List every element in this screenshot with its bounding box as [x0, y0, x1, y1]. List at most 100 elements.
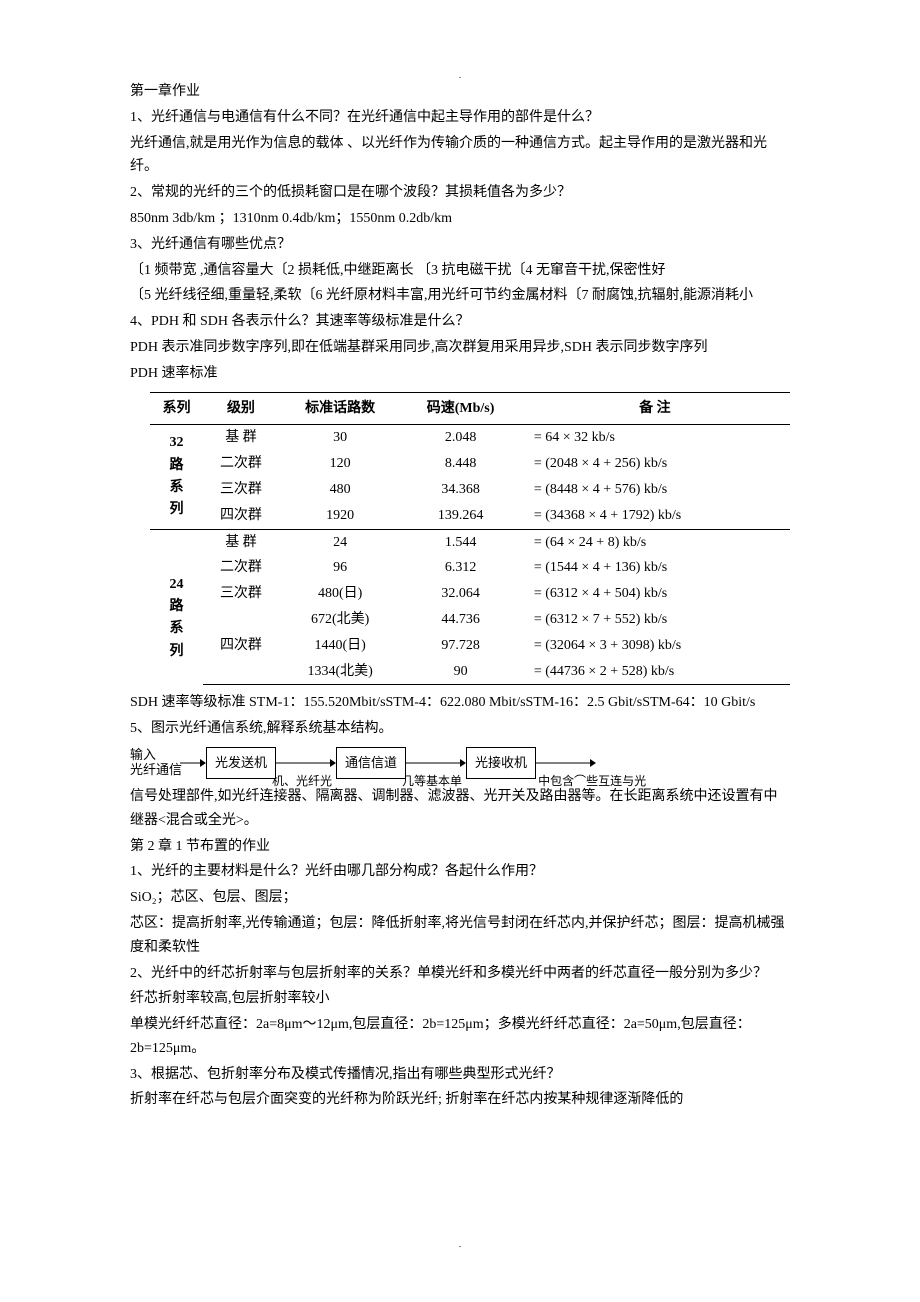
flow-input-label: 输入 光纤通信 — [130, 748, 182, 778]
cell: 90 — [401, 659, 520, 685]
cell — [203, 659, 279, 685]
s2-q1: 1、光纤的主要材料是什么？光纤由哪几部分构成？各起什么作用？ — [130, 860, 790, 884]
q2: 2、常规的光纤的三个的低损耗窗口是在哪个波段？其损耗值各为多少？ — [130, 181, 790, 205]
cell: = (6312 × 4 + 504) kb/s — [520, 581, 790, 607]
table-row: 四次群 1440(日) 97.728 = (32064 × 3 + 3098) … — [150, 633, 790, 659]
arrow-icon: 几等基本单 — [406, 753, 466, 773]
cell: 二次群 — [203, 555, 279, 581]
cell: = (2048 × 4 + 256) kb/s — [520, 451, 790, 477]
cell: = (6312 × 7 + 552) kb/s — [520, 607, 790, 633]
a1: 光纤通信,就是用光作为信息的载体 、以光纤作为传输介质的一种通信方式。起主导作用… — [130, 132, 790, 180]
cell: 二次群 — [203, 451, 279, 477]
cell: 1920 — [279, 503, 401, 529]
cell: 8.448 — [401, 451, 520, 477]
cell: 34.368 — [401, 477, 520, 503]
cell: 三次群 — [203, 477, 279, 503]
s2-a1a: SiO₂；芯区、包层、图层； — [130, 886, 790, 910]
table-header-row: 系列 级别 标准话路数 码速(Mb/s) 备 注 — [150, 392, 790, 425]
footer-dot: . — [0, 1237, 920, 1252]
arrow-icon: 机、光纤光 — [276, 753, 336, 773]
page: . . { "sec1": { "heading": "第一章作业", "q1"… — [0, 0, 920, 1302]
cell: 1440(日) — [279, 633, 401, 659]
a3b: 〔5 光纤线径细,重量轻,柔软〔6 光纤原材料丰富,用光纤可节约金属材料〔7 耐… — [130, 284, 790, 308]
cell: = 64 × 32 kb/s — [520, 425, 790, 451]
flow-box-rx: 光接收机 — [466, 747, 536, 779]
flow-under-1: 机、光纤光 — [272, 771, 332, 791]
s2-a2b: 单模光纤纤芯直径：2a=8μm～12μm,包层直径：2b=125μm；多模光纤纤… — [130, 1013, 790, 1061]
cell: = (32064 × 3 + 3098) kb/s — [520, 633, 790, 659]
arrow-svg — [404, 757, 466, 769]
cell: 32.064 — [401, 581, 520, 607]
cell: = (1544 × 4 + 136) kb/s — [520, 555, 790, 581]
header-dot: . — [0, 68, 920, 83]
flow-box-channel: 通信信道 — [336, 747, 406, 779]
cell: 6.312 — [401, 555, 520, 581]
arrow-svg — [180, 757, 206, 769]
th-level: 级别 — [203, 392, 279, 425]
cell: = (8448 × 4 + 576) kb/s — [520, 477, 790, 503]
cell: 96 — [279, 555, 401, 581]
table-row: 二次群 96 6.312 = (1544 × 4 + 136) kb/s — [150, 555, 790, 581]
cell: 44.736 — [401, 607, 520, 633]
th-channels: 标准话路数 — [279, 392, 401, 425]
s2-a3: 折射率在纤芯与包层介面突变的光纤称为阶跃光纤; 折射率在纤芯内按某种规律逐渐降低… — [130, 1088, 790, 1112]
section1-heading: 第一章作业 — [130, 80, 790, 104]
arrow-svg — [534, 757, 596, 769]
cell: 三次群 — [203, 581, 279, 607]
cell: 1334(北美) — [279, 659, 401, 685]
cell: 四次群 — [203, 503, 279, 529]
flow-diagram: 输入 光纤通信 光发送机 机、光纤光 通信信道 几等基本单 光接收机 中包含⌒些… — [130, 745, 790, 781]
cell: 2.048 — [401, 425, 520, 451]
cell: 120 — [279, 451, 401, 477]
sdh-rates: SDH 速率等级标准 STM-1：155.520Mbit/sSTM-4：622.… — [130, 691, 790, 715]
a4a: PDH 表示准同步数字序列,即在低端基群采用同步,高次群复用采用异步,SDH 表… — [130, 336, 790, 360]
pdh-table: 系列 级别 标准话路数 码速(Mb/s) 备 注 32路系列 基 群 30 2.… — [150, 392, 790, 686]
cell: 基 群 — [203, 425, 279, 451]
cell: 97.728 — [401, 633, 520, 659]
arrow-svg — [274, 757, 336, 769]
table-row: 672(北美) 44.736 = (6312 × 7 + 552) kb/s — [150, 607, 790, 633]
arrow-icon: 中包含⌒些互连与光 — [536, 753, 626, 773]
table-row: 四次群 1920 139.264 = (34368 × 4 + 1792) kb… — [150, 503, 790, 529]
table-row: 32路系列 基 群 30 2.048 = 64 × 32 kb/s — [150, 425, 790, 451]
s2-q3: 3、根据芯、包折射率分布及模式传播情况,指出有哪些典型形式光纤？ — [130, 1063, 790, 1087]
series-32: 32路系列 — [150, 425, 203, 529]
cell: 1.544 — [401, 529, 520, 555]
q4: 4、PDH 和 SDH 各表示什么？其速率等级标准是什么？ — [130, 310, 790, 334]
cell: 30 — [279, 425, 401, 451]
th-remark: 备 注 — [520, 392, 790, 425]
section2-heading: 第 2 章 1 节布置的作业 — [130, 835, 790, 859]
q1: 1、光纤通信与电通信有什么不同？在光纤通信中起主导作用的部件是什么？ — [130, 106, 790, 130]
cell: 四次群 — [203, 633, 279, 659]
q5: 5、图示光纤通信系统,解释系统基本结构。 — [130, 717, 790, 741]
table-row: 1334(北美) 90 = (44736 × 2 + 528) kb/s — [150, 659, 790, 685]
flow-under-2: 几等基本单 — [402, 771, 462, 791]
after-flow-text: 信号处理部件,如光纤连接器、隔离器、调制器、滤波器、光开关及路由器等。在长距离系… — [130, 785, 790, 833]
th-series: 系列 — [150, 392, 203, 425]
q3: 3、光纤通信有哪些优点？ — [130, 233, 790, 257]
cell: 139.264 — [401, 503, 520, 529]
a2: 850nm 3db/km ；1310nm 0.4db/km；1550nm 0.2… — [130, 207, 790, 231]
cell: 24 — [279, 529, 401, 555]
a3a: 〔1 频带宽 ,通信容量大〔2 损耗低,中继距离长 〔3 抗电磁干扰〔4 无窜音… — [130, 259, 790, 283]
series-24: 24路系列 — [150, 529, 203, 685]
cell: 672(北美) — [279, 607, 401, 633]
cell: = (44736 × 2 + 528) kb/s — [520, 659, 790, 685]
flow-under-3: 中包含⌒些互连与光 — [538, 771, 646, 791]
flow-input-top: 输入 — [130, 748, 182, 763]
cell: = (34368 × 4 + 1792) kb/s — [520, 503, 790, 529]
table-row: 三次群 480 34.368 = (8448 × 4 + 576) kb/s — [150, 477, 790, 503]
s2-a1b: 芯区：提高折射率,光传输通道；包层：降低折射率,将光信号封闭在纤芯内,并保护纤芯… — [130, 912, 790, 960]
cell: 480 — [279, 477, 401, 503]
flow-input-bot: 光纤通信 — [130, 763, 182, 778]
cell: = (64 × 24 + 8) kb/s — [520, 529, 790, 555]
th-rate: 码速(Mb/s) — [401, 392, 520, 425]
flow-box-tx: 光发送机 — [206, 747, 276, 779]
cell: 基 群 — [203, 529, 279, 555]
arrow-icon — [182, 753, 206, 773]
table-row: 二次群 120 8.448 = (2048 × 4 + 256) kb/s — [150, 451, 790, 477]
table-row: 三次群 480(日) 32.064 = (6312 × 4 + 504) kb/… — [150, 581, 790, 607]
cell — [203, 607, 279, 633]
s2-a2a: 纤芯折射率较高,包层折射率较小 — [130, 987, 790, 1011]
s2-q2: 2、光纤中的纤芯折射率与包层折射率的关系？单模光纤和多模光纤中两者的纤芯直径一般… — [130, 962, 790, 986]
